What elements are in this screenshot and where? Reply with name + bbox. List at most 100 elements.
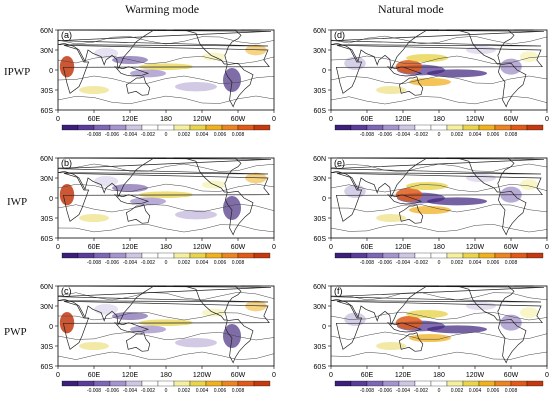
lat-tick-label: 60S <box>41 236 54 243</box>
colorbar-swatch <box>205 124 223 131</box>
lat-tick-label: 60N <box>313 28 326 35</box>
colorbar-swatch <box>221 252 239 259</box>
lat-tick-label: 30S <box>314 88 327 95</box>
anomaly-region <box>395 60 423 74</box>
anomaly-region <box>409 78 451 86</box>
coastline-africa <box>62 172 270 222</box>
anomaly-region <box>466 302 496 310</box>
colorbar-swatch <box>334 124 352 131</box>
colorbar-swatch <box>526 252 544 259</box>
colorbar-tick-label: 0.008 <box>232 388 245 394</box>
coastline-africa <box>62 44 270 94</box>
colorbar-swatch <box>253 252 271 259</box>
colorbar-swatch <box>61 380 79 387</box>
column-title-natural: Natural mode <box>378 2 444 16</box>
colorbar-swatch <box>526 380 544 387</box>
contour-line <box>330 75 548 85</box>
colorbar-tick-label: 0.004 <box>196 260 209 266</box>
anomaly-region <box>406 182 448 190</box>
anomaly-region <box>79 214 109 222</box>
row-label-ipwp: IPWP <box>4 66 31 78</box>
lon-tick-label: 60E <box>361 372 374 379</box>
colorbar-tick-label: -0.002 <box>141 260 155 266</box>
contour-line <box>330 95 548 105</box>
colorbar-swatch <box>237 252 255 259</box>
colorbar-swatch <box>462 124 480 131</box>
lon-tick-label: 0 <box>329 116 333 123</box>
anomaly-region <box>223 68 241 92</box>
colorbar-tick-label: 0.006 <box>214 132 227 138</box>
contour-line <box>57 203 275 213</box>
anomaly-region <box>344 56 366 70</box>
contour-line <box>57 331 275 341</box>
contour-line <box>57 163 275 172</box>
anomaly-region <box>79 342 109 350</box>
colorbar-swatch <box>125 380 143 387</box>
colorbar-tick-label: -0.006 <box>378 388 392 394</box>
anomaly-region <box>520 307 538 318</box>
contour-line <box>57 351 275 360</box>
lon-tick-label: 60E <box>88 244 101 251</box>
colorbar-tick-label: -0.002 <box>141 388 155 394</box>
colorbar-tick-label: -0.008 <box>360 388 374 394</box>
map-field <box>330 157 548 238</box>
anomaly-region <box>406 310 448 318</box>
coastline-australia <box>399 76 424 96</box>
anomaly-region <box>466 174 496 182</box>
lon-tick-label: 0 <box>56 244 60 251</box>
lat-tick-label: 0 <box>322 324 326 331</box>
colorbar-tick-label: 0.004 <box>469 132 482 138</box>
lat-tick-label: 30S <box>41 216 54 223</box>
lon-tick-label: 60W <box>504 372 519 379</box>
anomaly-region <box>427 197 487 206</box>
lon-tick-label: 120W <box>193 116 212 123</box>
contour-line <box>57 95 275 105</box>
anomaly-region <box>59 312 75 334</box>
colorbar-tick-label: -0.006 <box>105 388 119 394</box>
colorbar-swatch <box>430 380 448 387</box>
contour-line <box>57 36 275 45</box>
colorbar-swatch <box>93 380 111 387</box>
coastline-australia <box>126 332 151 352</box>
anomaly-region <box>175 82 217 92</box>
contour-line <box>330 183 548 193</box>
coastline-samerica <box>498 190 527 236</box>
colorbar-swatch <box>526 124 544 131</box>
colorbar-swatch <box>510 124 528 131</box>
colorbar-swatch <box>366 380 384 387</box>
lon-tick-label: 0 <box>545 244 549 251</box>
anomaly-region <box>344 184 366 198</box>
colorbar-swatch <box>510 252 528 259</box>
colorbar-swatch <box>446 124 464 131</box>
colorbar-swatch <box>398 124 416 131</box>
colorbar-swatch <box>350 380 368 387</box>
lon-tick-label: 120W <box>193 372 212 379</box>
contour-line <box>330 311 548 321</box>
colorbar-swatch <box>205 252 223 259</box>
colorbar-swatch <box>109 124 127 131</box>
colorbar-swatch <box>221 124 239 131</box>
lon-tick-label: 120E <box>122 244 139 251</box>
lat-tick-label: 60S <box>314 236 327 243</box>
anomaly-region <box>79 86 109 94</box>
colorbar-tick-label: 0.006 <box>487 388 500 394</box>
coastline-africa <box>62 300 270 350</box>
colorbar-swatch <box>446 252 464 259</box>
anomaly-region <box>223 196 241 220</box>
lon-tick-label: 120W <box>466 244 485 251</box>
anomaly-region <box>520 179 538 190</box>
lon-tick-label: 60E <box>88 372 101 379</box>
anomaly-region <box>59 184 75 206</box>
colorbar-tick-label: 0 <box>165 388 168 394</box>
lon-tick-label: 60W <box>504 116 519 123</box>
contour-line <box>57 183 275 193</box>
panel-label: (b) <box>61 158 72 168</box>
lat-tick-label: 60S <box>314 364 327 371</box>
panel-label: (c) <box>61 286 72 296</box>
coastline-indonesia <box>386 66 423 77</box>
colorbar-swatch <box>414 380 432 387</box>
colorbar-tick-label: 0.008 <box>505 132 518 138</box>
